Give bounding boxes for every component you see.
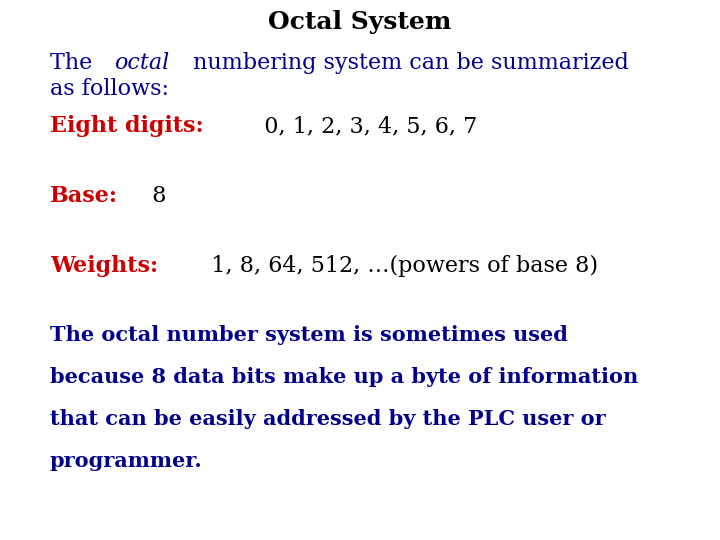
Text: octal: octal — [114, 52, 169, 74]
Text: because 8 data bits make up a byte of information: because 8 data bits make up a byte of in… — [50, 367, 638, 387]
Text: numbering system can be summarized: numbering system can be summarized — [186, 52, 629, 74]
Text: that can be easily addressed by the PLC user or: that can be easily addressed by the PLC … — [50, 409, 606, 429]
Text: Eight digits:: Eight digits: — [50, 115, 204, 137]
Text: programmer.: programmer. — [50, 451, 203, 471]
Text: 1, 8, 64, 512, …(powers of base 8): 1, 8, 64, 512, …(powers of base 8) — [190, 255, 598, 277]
Text: The: The — [50, 52, 99, 74]
Text: Weights:: Weights: — [50, 255, 158, 277]
Text: 0, 1, 2, 3, 4, 5, 6, 7: 0, 1, 2, 3, 4, 5, 6, 7 — [250, 115, 477, 137]
Text: The octal number system is sometimes used: The octal number system is sometimes use… — [50, 325, 568, 345]
Text: 8: 8 — [138, 185, 167, 207]
Text: Base:: Base: — [50, 185, 118, 207]
Text: Octal System: Octal System — [269, 10, 451, 34]
Text: as follows:: as follows: — [50, 78, 169, 100]
